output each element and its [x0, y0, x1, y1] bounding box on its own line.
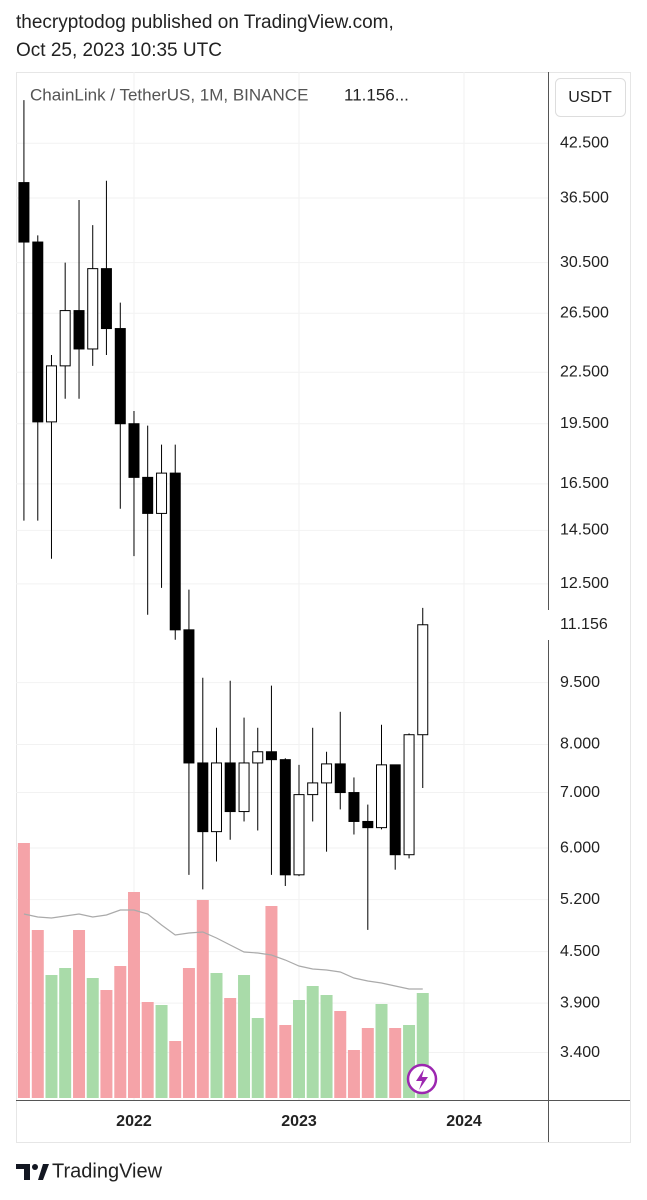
y-tick-label: 16.500: [560, 475, 609, 492]
volume-bar: [155, 1005, 168, 1098]
y-tick-label: 3.900: [560, 994, 600, 1011]
y-tick-label: 42.500: [560, 134, 609, 151]
price-pane: [18, 100, 429, 930]
y-tick-label: 4.500: [560, 943, 600, 960]
last-price-label: 11.156: [560, 616, 608, 633]
candle-body: [252, 751, 264, 764]
candle-body: [45, 365, 57, 423]
y-tick-label: 3.400: [560, 1044, 600, 1061]
publish-date: Oct 25, 2023 10:35 UTC: [16, 40, 222, 61]
currency-button[interactable]: [555, 78, 626, 117]
y-tick-label: 12.500: [560, 575, 609, 592]
candle-body: [197, 762, 209, 833]
tradingview-logo: [16, 1164, 49, 1180]
candle-body: [376, 764, 388, 829]
currency-label[interactable]: USDT: [568, 89, 612, 106]
candle-body: [210, 762, 222, 833]
candle-body: [87, 268, 99, 350]
volume-bar: [59, 968, 72, 1098]
candle-body: [389, 764, 401, 856]
volume-bar: [141, 1002, 154, 1098]
volume-bar: [31, 930, 44, 1098]
candle-body: [265, 751, 277, 761]
volume-bar: [100, 990, 113, 1098]
legend-price: 11.156...: [344, 85, 409, 104]
candle-body: [18, 182, 30, 243]
candle-body: [279, 759, 291, 876]
volume-bar: [224, 998, 237, 1098]
publisher-line: thecryptodog published on TradingView.co…: [16, 12, 394, 33]
candle-body: [224, 762, 236, 813]
volume-bar: [320, 995, 333, 1098]
y-tick-label: 8.000: [560, 736, 600, 753]
volume-bar: [279, 1025, 292, 1098]
candle-body: [169, 472, 181, 631]
volume-pane: [17, 843, 429, 1098]
y-tick-label: 9.500: [560, 674, 600, 691]
volume-bar: [306, 986, 319, 1098]
candle-body: [114, 328, 126, 425]
volume-bar: [389, 1028, 402, 1098]
volume-bar: [182, 968, 195, 1098]
volume-bar: [334, 1011, 347, 1098]
y-tick-label: 7.000: [560, 784, 600, 801]
y-tick-label: 26.500: [560, 305, 609, 322]
volume-bar: [169, 1041, 182, 1098]
candle-body: [334, 763, 346, 794]
candle-body: [403, 734, 415, 856]
volume-ma-line: [23, 909, 423, 990]
volume-bar: [347, 1050, 360, 1098]
y-tick-label: 19.500: [560, 415, 609, 432]
chart-frame: [16, 72, 631, 1143]
volume-bar: [86, 978, 99, 1098]
volume-bar: [114, 966, 127, 1098]
y-tick-label: 6.000: [560, 839, 600, 856]
candle-body: [142, 476, 154, 514]
chart-title: ChainLink / TetherUS, 1M, BINANCE: [30, 85, 308, 104]
candle-body: [348, 792, 360, 822]
candle-body: [293, 794, 305, 876]
candle-body: [73, 310, 85, 350]
candle-body: [32, 241, 44, 423]
candle-body: [417, 624, 429, 736]
axes: 42.500 36.500 30.500 26.500 22.500 19.500 16.5…: [116, 134, 609, 1130]
volume-bar: [210, 973, 223, 1098]
volume-bar: [45, 975, 58, 1098]
candle-body: [362, 820, 374, 829]
x-tick-label: 2022: [116, 1113, 152, 1130]
candle-body: [238, 762, 250, 813]
volume-bar: [375, 1004, 388, 1098]
volume-bar: [73, 930, 86, 1098]
candle-body: [307, 782, 319, 796]
lightning-icon[interactable]: [406, 1063, 438, 1095]
y-tick-label: 14.500: [560, 522, 609, 539]
candle-body: [128, 423, 140, 478]
y-tick-label: 5.200: [560, 891, 600, 908]
x-tick-label: 2024: [446, 1113, 482, 1130]
volume-bar: [196, 900, 209, 1098]
y-tick-label: 30.500: [560, 254, 609, 271]
volume-bar: [292, 1000, 305, 1098]
volume-bar: [265, 906, 278, 1098]
volume-bar: [17, 843, 30, 1098]
candle-body: [100, 268, 112, 330]
volume-bar: [251, 1018, 264, 1098]
y-tick-label: 22.500: [560, 363, 609, 380]
volume-bar: [361, 1028, 374, 1098]
volume-bar: [127, 892, 140, 1098]
candle-body: [59, 310, 71, 367]
x-tick-label: 2023: [281, 1113, 317, 1130]
candle-body: [183, 629, 195, 764]
candle-body: [156, 472, 168, 514]
brand-name: TradingView: [52, 1160, 163, 1182]
y-tick-label: 36.500: [560, 189, 609, 206]
candle-body: [321, 763, 333, 784]
volume-bar: [238, 975, 251, 1098]
